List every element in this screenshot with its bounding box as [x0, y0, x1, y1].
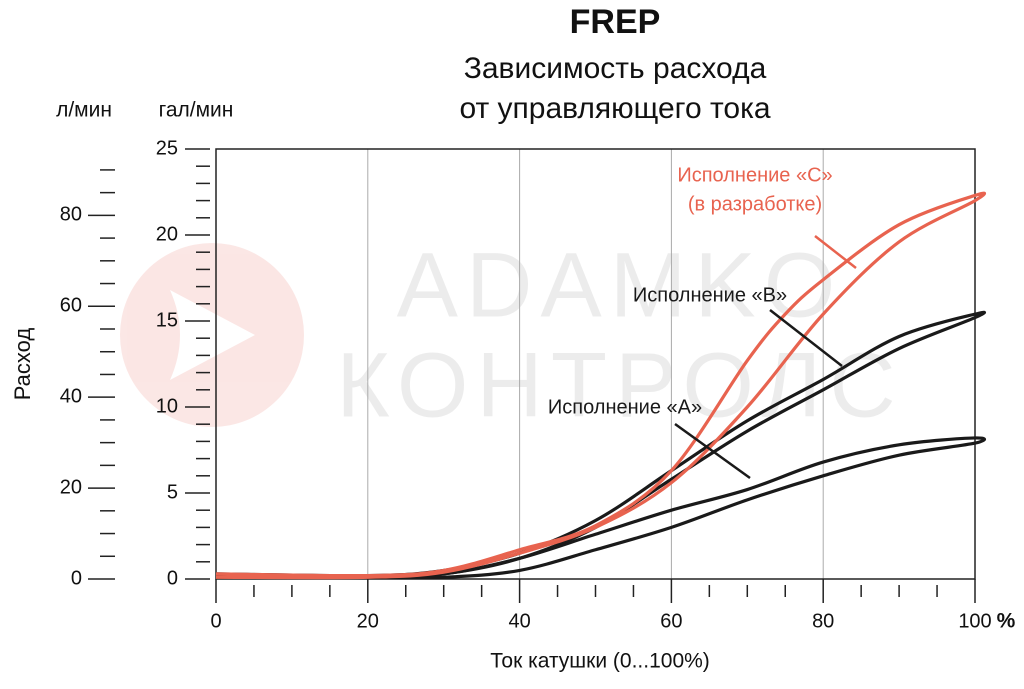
y-unit: гал/мин [159, 99, 234, 122]
y-tick-label: 5 [167, 481, 178, 503]
x-tick-label: 80 [812, 610, 834, 632]
y-tick-label: 20 [156, 223, 178, 245]
y-tick-label: 0 [167, 567, 178, 589]
chart-subtitle: от управляющего тока [459, 92, 770, 125]
leader-line [674, 422, 751, 480]
x-tick-label: 60 [660, 610, 682, 632]
plot-frame [215, 148, 976, 580]
y-tick-label: 25 [156, 137, 178, 159]
y-tick-label: 10 [156, 395, 178, 417]
y2-tick-label: 0 [71, 567, 82, 589]
series-label: Исполнение «C» [677, 164, 832, 186]
x-tick-label: 100 [958, 610, 991, 632]
x-axis-label: Ток катушки (0...100%) [490, 650, 710, 673]
y2-tick-label: 60 [60, 295, 82, 317]
y-axis-label: Расход [10, 328, 35, 401]
annotation: (в разработке) [688, 193, 822, 215]
x-tick-label: 20 [357, 610, 379, 632]
y2-tick-label: 40 [60, 385, 82, 407]
y2-unit: л/мин [56, 99, 112, 122]
leader-line [814, 235, 857, 269]
series-line [215, 191, 987, 580]
series-label: Исполнение «A» [548, 396, 702, 418]
y2-tick-label: 80 [60, 204, 82, 226]
leader-line [769, 309, 843, 367]
chart-subtitle: Зависимость расхода [464, 52, 767, 85]
watermark: КОНТРОЛС [336, 334, 903, 436]
x-unit: % [997, 610, 1016, 633]
series-label: Исполнение «B» [633, 284, 787, 306]
watermark: ADAMKO [397, 234, 844, 336]
series-line [215, 436, 987, 580]
y2-tick-label: 20 [60, 476, 82, 498]
x-tick-label: 40 [508, 610, 530, 632]
x-tick-label: 0 [210, 610, 221, 632]
watermark-logo [120, 243, 304, 427]
chart-title: FREP [570, 3, 661, 41]
y-tick-label: 15 [156, 309, 178, 331]
